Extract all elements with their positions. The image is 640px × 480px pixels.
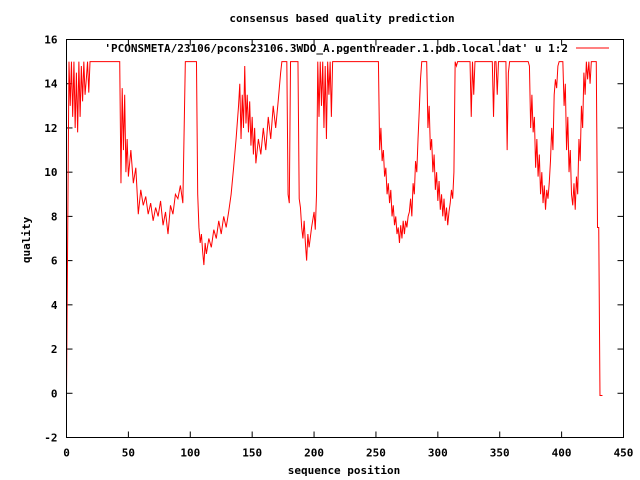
x-tick-label: 250: [366, 447, 386, 460]
x-tick-label: 300: [428, 447, 448, 460]
series-layer: [66, 61, 603, 396]
y-tick-label: 0: [51, 387, 58, 400]
y-tick-label: 12: [44, 122, 57, 135]
y-tick-label: 16: [44, 34, 58, 47]
chart-title: consensus based quality prediction: [229, 12, 454, 25]
x-tick-label: 350: [490, 447, 510, 460]
x-axis-label: sequence position: [288, 464, 401, 477]
axis-tick-labels: 0 50 100 150 200 250 300 350 400 450 -2 0 2 4 6 8 10 12 14…: [44, 34, 633, 460]
x-tick-label: 400: [552, 447, 572, 460]
x-tick-label: 200: [304, 447, 324, 460]
y-tick-label: 14: [44, 78, 58, 91]
y-tick-label: -2: [44, 432, 57, 445]
y-tick-label: 8: [51, 210, 58, 223]
y-tick-label: 10: [44, 166, 57, 179]
y-tick-label: 2: [51, 343, 58, 356]
legend-label: 'PCONSMETA/23106/pcons23106.3WDO_A.pgent…: [104, 42, 568, 55]
x-tick-label: 0: [63, 447, 70, 460]
y-tick-label: 6: [51, 255, 58, 268]
x-tick-label: 150: [242, 447, 262, 460]
series-line-0: [66, 61, 603, 396]
legend: 'PCONSMETA/23106/pcons23106.3WDO_A.pgent…: [104, 42, 609, 55]
plot-frame: [66, 39, 624, 438]
x-tick-label: 450: [614, 447, 634, 460]
x-tick-label: 100: [180, 447, 200, 460]
y-tick-label: 4: [51, 299, 58, 312]
y-axis-label: quality: [20, 216, 33, 263]
x-tick-label: 50: [122, 447, 135, 460]
